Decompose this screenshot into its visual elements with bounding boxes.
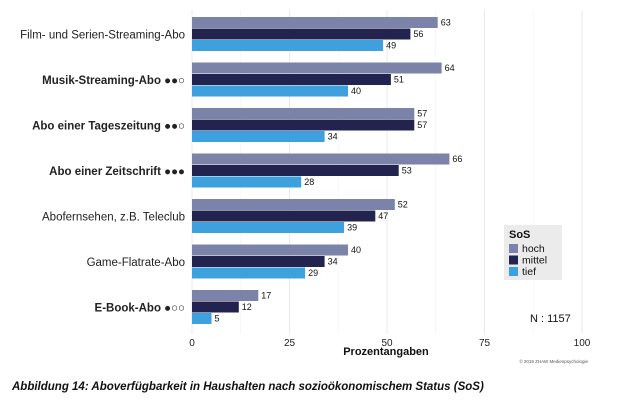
data-label: 52: [398, 200, 408, 210]
category-label: Abofernsehen, z.B. Teleclub: [42, 211, 185, 223]
legend-label-mittel: mittel: [522, 255, 547, 267]
bar-hoch: [192, 199, 395, 210]
data-label: 17: [261, 291, 271, 301]
bar-tief: [192, 267, 306, 279]
data-label: 40: [351, 245, 361, 255]
bar-tief: [192, 85, 348, 97]
legend-swatch-hoch: [509, 244, 518, 253]
bar-hoch: [192, 153, 450, 165]
data-label: 5: [215, 314, 220, 324]
data-label: 49: [386, 41, 396, 51]
bar-hoch: [192, 244, 348, 256]
category-label: Game-Flatrate-Abo: [87, 257, 185, 269]
copyright-note: © 2019 ZHAW Medienpsychologie: [519, 358, 588, 364]
data-label: 47: [378, 211, 388, 221]
bar-tief: [192, 40, 384, 51]
sample-size-label: N : 1157: [530, 313, 571, 325]
legend-label-tief: tief: [522, 266, 536, 278]
data-label: 64: [445, 63, 455, 73]
data-label: 56: [413, 29, 423, 39]
data-label: 57: [417, 109, 427, 119]
category-labels: Film- und Serien-Streaming-Abo Musik-Stre…: [20, 29, 185, 314]
bar-mittel: [192, 210, 376, 222]
data-label: 63: [441, 18, 451, 28]
data-label: 57: [417, 120, 427, 130]
data-label: 51: [394, 75, 404, 85]
data-label: 28: [304, 177, 314, 187]
figure-caption: Abbildung 14: Aboverfügbarkeit in Hausha…: [12, 381, 484, 393]
bar-hoch: [192, 62, 442, 74]
data-label: 39: [347, 223, 357, 233]
category-label: Musik-Streaming-Abo ●●○: [42, 75, 185, 87]
bar-mittel: [192, 28, 411, 40]
bar-tief: [192, 176, 302, 188]
data-label: 29: [308, 268, 318, 278]
x-axis-ticks: 0 25 50 75 100: [189, 338, 591, 349]
x-tick-label: 0: [189, 338, 195, 349]
category-label: Film- und Serien-Streaming-Abo: [20, 29, 185, 41]
category-label: E-Book-Abo ●○○: [95, 302, 185, 314]
legend-swatch-tief: [509, 267, 518, 276]
data-label: 53: [402, 166, 412, 176]
category-label: Abo einer Zeitschrift ●●●: [49, 166, 185, 178]
bar-mittel: [192, 74, 391, 85]
bar-mittel: [192, 165, 399, 176]
x-tick-label: 25: [284, 338, 296, 349]
bar-mittel: [192, 301, 239, 313]
category-label: Abo einer Tageszeitung ●●○: [32, 120, 185, 132]
bar-hoch: [192, 17, 438, 28]
bar-mittel: [192, 256, 325, 267]
x-axis-title: Prozentangaben: [343, 346, 429, 358]
bar-hoch: [192, 290, 259, 301]
legend-title: SoS: [509, 229, 530, 241]
x-tick-label: 100: [574, 338, 591, 349]
legend-label-hoch: hoch: [522, 243, 545, 255]
data-label: 12: [242, 302, 252, 312]
bar-mittel: [192, 119, 415, 131]
bar-tief: [192, 222, 345, 233]
x-tick-label: 50: [381, 338, 393, 349]
data-label: 40: [351, 86, 361, 96]
data-label: 66: [452, 154, 462, 164]
x-tick-label: 75: [479, 338, 491, 349]
bar-hoch: [192, 108, 415, 119]
legend-swatch-mittel: [509, 255, 518, 265]
bar-tief: [192, 131, 325, 142]
data-label: 34: [328, 132, 338, 142]
bar-tief: [192, 313, 212, 324]
data-label: 34: [328, 257, 338, 267]
